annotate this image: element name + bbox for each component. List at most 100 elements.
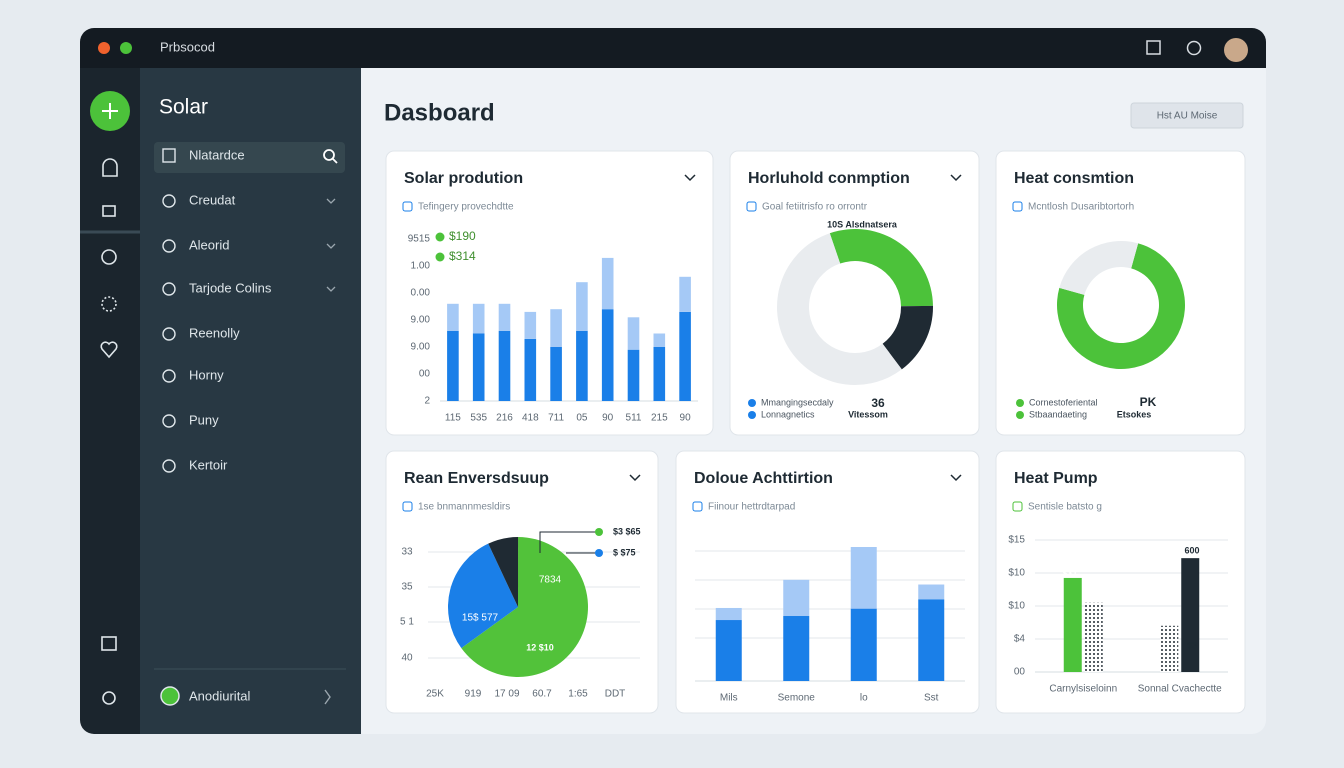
rail-icon[interactable] — [102, 691, 116, 705]
rail-icon[interactable] — [100, 341, 118, 359]
axis-label: 5 1 — [400, 617, 414, 628]
callout-dot — [595, 549, 603, 557]
bar-segment — [447, 330, 459, 401]
nav-item[interactable]: Reenolly — [189, 325, 240, 340]
y-tick-label: 2 — [424, 396, 430, 407]
legend-label: Stbaandaeting — [1029, 409, 1087, 419]
bar-segment — [550, 309, 562, 347]
window-icon[interactable] — [1146, 40, 1161, 55]
x-tick-label: Sonnal Cvachectte — [1138, 684, 1222, 695]
nav-item[interactable]: Kertoir — [189, 457, 228, 472]
annotation: $3 $65 — [613, 526, 641, 536]
chart-card — [995, 450, 1246, 714]
card-menu[interactable] — [950, 474, 962, 482]
annotation: $31 — [1062, 568, 1077, 578]
chart-title: Horluhold conmption — [748, 170, 910, 187]
nav-icon — [162, 239, 176, 253]
callout-line — [539, 531, 596, 554]
clock-icon[interactable] — [1186, 40, 1202, 56]
nav-item[interactable]: Horny — [189, 367, 224, 382]
search-text[interactable]: Nlatardce — [189, 147, 245, 162]
bar — [1084, 602, 1103, 672]
donut-slice — [1059, 240, 1139, 295]
bar-segment — [524, 311, 537, 339]
legend-swatch — [748, 411, 756, 419]
chart-card — [995, 150, 1246, 436]
close-button[interactable] — [98, 42, 110, 54]
avatar[interactable] — [1224, 38, 1248, 62]
sidebar-footer[interactable]: Anodiurital — [189, 688, 251, 703]
axis-label: 35 — [401, 582, 413, 593]
rail-icon[interactable] — [101, 249, 117, 265]
bar — [1063, 577, 1082, 672]
chart-subtitle: Fiinour hettrdtarpad — [708, 502, 795, 513]
x-tick-label: 418 — [522, 413, 539, 424]
zoom-button[interactable] — [120, 42, 132, 54]
bar-segment — [627, 349, 640, 401]
rail-icon[interactable] — [102, 158, 118, 177]
axis-label: 919 — [465, 689, 482, 700]
header-button-label[interactable]: Hst AU Moise — [1157, 111, 1218, 122]
nav-item[interactable]: Puny — [189, 412, 219, 427]
legend-label: Lonnagnetics — [761, 409, 815, 419]
y-tick-label: $4 — [1014, 634, 1026, 645]
annotation: PK — [1140, 395, 1157, 409]
donut-slice — [829, 229, 933, 307]
annotation: 12 $10 — [526, 642, 554, 652]
axis-label: 60.7 — [532, 689, 552, 700]
bar-segment — [576, 282, 588, 331]
search-doc-icon — [162, 148, 176, 163]
subtitle-icon — [692, 501, 703, 512]
annotation: $3 — [1187, 640, 1197, 650]
y-tick-label: 9.00 — [411, 342, 431, 353]
legend-label: $190 — [449, 229, 476, 243]
header-button[interactable] — [1130, 102, 1244, 129]
legend-label: Mmangingsecdaly — [761, 397, 834, 407]
x-tick-label: Sst — [924, 693, 939, 704]
sidebar — [140, 68, 361, 734]
search-icon[interactable] — [323, 149, 335, 161]
logo-glyph — [102, 103, 118, 119]
bar-segment — [653, 333, 666, 347]
annotation: 10S Alsdnatsera — [827, 219, 898, 229]
search-box[interactable] — [154, 142, 345, 173]
x-tick-label: 90 — [602, 413, 614, 424]
bar-segment — [783, 579, 810, 617]
bar-segment — [498, 330, 511, 401]
card-menu[interactable] — [950, 174, 962, 182]
annotation: Vitessom — [848, 409, 888, 419]
y-tick-label: 00 — [1014, 667, 1026, 678]
chart-card — [729, 150, 980, 436]
axis-label: DDT — [605, 689, 626, 700]
bar-segment — [653, 347, 666, 401]
rail-icon[interactable] — [102, 205, 116, 217]
card-menu[interactable] — [684, 174, 696, 182]
nav-item[interactable]: Creudat — [189, 192, 236, 207]
nav-chevron — [326, 243, 336, 249]
annotation: 36 — [871, 396, 885, 410]
rail-icon[interactable] — [101, 296, 117, 312]
legend-swatch — [1016, 411, 1024, 419]
bar-segment — [472, 333, 485, 401]
subtitle-icon — [402, 501, 413, 512]
bar-segment — [850, 547, 877, 609]
donut-slice — [448, 543, 518, 649]
footer-chevron[interactable] — [324, 689, 331, 705]
slice-label: 15$ 577 — [462, 613, 499, 624]
nav-item[interactable]: Aleorid — [189, 237, 229, 252]
card-menu[interactable] — [629, 474, 641, 482]
bar-segment — [576, 330, 588, 401]
x-tick-label: 711 — [548, 413, 564, 424]
nav-icon — [162, 282, 176, 296]
bar-segment — [601, 257, 614, 310]
nav-item[interactable]: Tarjode Colins — [189, 280, 272, 295]
window-title: Prbsocod — [160, 39, 215, 54]
x-tick-label: Carnylsiseloinn — [1049, 684, 1117, 695]
status-dot — [160, 686, 180, 706]
callout-dot — [595, 528, 603, 536]
legend-label: Cornestoferiental — [1029, 397, 1098, 407]
nav-icon — [162, 369, 176, 383]
rail-icon[interactable] — [101, 636, 117, 651]
